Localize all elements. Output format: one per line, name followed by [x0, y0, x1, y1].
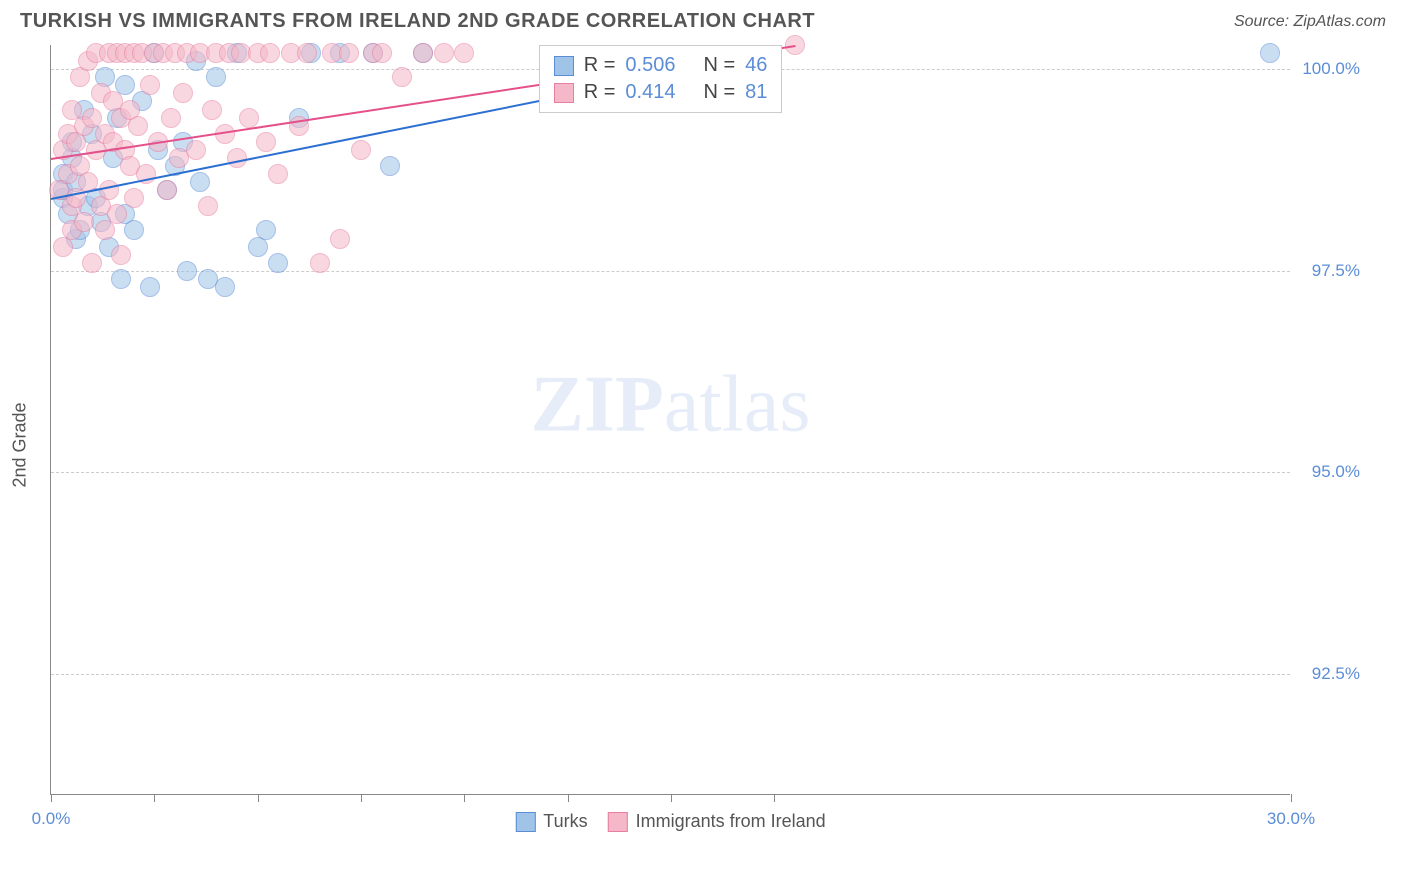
- stat-swatch: [554, 56, 574, 76]
- y-axis-label: 2nd Grade: [10, 402, 31, 487]
- stat-r-label: R =: [584, 81, 616, 104]
- source-label: Source: ZipAtlas.com: [1234, 13, 1386, 31]
- scatter-point: [227, 148, 247, 168]
- x-tick: [1291, 794, 1292, 802]
- watermark-bold: ZIP: [531, 360, 664, 448]
- scatter-point: [454, 43, 474, 63]
- stat-row: R = 0.506 N = 46: [554, 52, 768, 79]
- scatter-point: [297, 43, 317, 63]
- legend-item: Turks: [515, 811, 587, 832]
- chart-legend: Turks Immigrants from Ireland: [515, 811, 825, 832]
- scatter-point: [392, 67, 412, 87]
- plot-area: ZIPatlas 92.5%95.0%97.5%100.0%0.0%30.0%R…: [50, 45, 1290, 795]
- legend-swatch: [515, 812, 535, 832]
- stat-r-value: 0.506: [625, 54, 675, 77]
- scatter-point: [413, 43, 433, 63]
- scatter-point: [111, 269, 131, 289]
- stat-n-label: N =: [703, 54, 735, 77]
- gridline-h: [51, 271, 1290, 272]
- scatter-point: [239, 108, 259, 128]
- scatter-point: [256, 132, 276, 152]
- y-tick-label: 97.5%: [1312, 261, 1360, 281]
- scatter-point: [434, 43, 454, 63]
- x-tick: [51, 794, 52, 802]
- scatter-point: [177, 261, 197, 281]
- stat-r-value: 0.414: [625, 81, 675, 104]
- x-tick-label: 0.0%: [32, 809, 71, 829]
- stat-box: R = 0.506 N = 46 R = 0.414 N = 81: [539, 45, 783, 113]
- stat-row: R = 0.414 N = 81: [554, 79, 768, 106]
- x-tick: [464, 794, 465, 802]
- scatter-point: [157, 180, 177, 200]
- scatter-point: [351, 140, 371, 160]
- legend-item: Immigrants from Ireland: [608, 811, 826, 832]
- legend-label: Turks: [543, 811, 587, 832]
- scatter-point: [256, 220, 276, 240]
- scatter-point: [99, 180, 119, 200]
- chart-container: 2nd Grade ZIPatlas 92.5%95.0%97.5%100.0%…: [50, 45, 1386, 845]
- x-tick: [154, 794, 155, 802]
- scatter-point: [198, 196, 218, 216]
- x-tick: [361, 794, 362, 802]
- x-tick-label: 30.0%: [1267, 809, 1315, 829]
- legend-swatch: [608, 812, 628, 832]
- scatter-point: [202, 100, 222, 120]
- scatter-point: [128, 116, 148, 136]
- scatter-point: [260, 43, 280, 63]
- scatter-point: [173, 83, 193, 103]
- x-tick: [568, 794, 569, 802]
- watermark-light: atlas: [664, 360, 811, 448]
- scatter-point: [124, 188, 144, 208]
- scatter-point: [140, 75, 160, 95]
- gridline-h: [51, 674, 1290, 675]
- stat-r-label: R =: [584, 54, 616, 77]
- y-tick-label: 95.0%: [1312, 462, 1360, 482]
- scatter-point: [74, 212, 94, 232]
- scatter-point: [161, 108, 181, 128]
- scatter-point: [140, 277, 160, 297]
- scatter-point: [95, 220, 115, 240]
- scatter-point: [339, 43, 359, 63]
- scatter-point: [107, 204, 127, 224]
- legend-label: Immigrants from Ireland: [636, 811, 826, 832]
- scatter-point: [190, 172, 210, 192]
- scatter-point: [268, 164, 288, 184]
- scatter-point: [206, 67, 226, 87]
- y-tick-label: 92.5%: [1312, 664, 1360, 684]
- scatter-point: [1260, 43, 1280, 63]
- stat-swatch: [554, 83, 574, 103]
- x-tick: [671, 794, 672, 802]
- stat-n-value: 46: [745, 54, 767, 77]
- x-tick: [258, 794, 259, 802]
- scatter-point: [124, 220, 144, 240]
- watermark: ZIPatlas: [531, 359, 811, 450]
- x-tick: [774, 794, 775, 802]
- scatter-point: [330, 229, 350, 249]
- gridline-h: [51, 472, 1290, 473]
- scatter-point: [268, 253, 288, 273]
- scatter-point: [82, 253, 102, 273]
- stat-n-value: 81: [745, 81, 767, 104]
- chart-header: TURKISH VS IMMIGRANTS FROM IRELAND 2ND G…: [0, 0, 1406, 38]
- scatter-point: [215, 277, 235, 297]
- stat-n-label: N =: [703, 81, 735, 104]
- scatter-point: [111, 245, 131, 265]
- chart-title: TURKISH VS IMMIGRANTS FROM IRELAND 2ND G…: [20, 10, 815, 33]
- scatter-point: [380, 156, 400, 176]
- scatter-point: [186, 140, 206, 160]
- scatter-point: [310, 253, 330, 273]
- y-tick-label: 100.0%: [1302, 59, 1360, 79]
- scatter-point: [372, 43, 392, 63]
